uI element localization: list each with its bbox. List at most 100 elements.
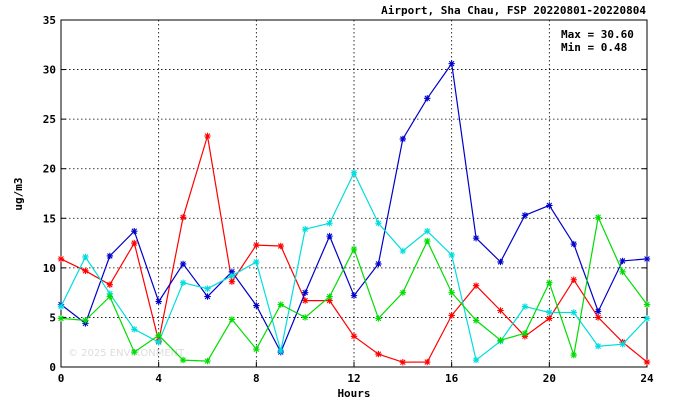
data-point: [472, 356, 480, 364]
data-point: [277, 242, 284, 250]
data-point: [253, 258, 260, 266]
data-point: [204, 132, 211, 140]
data-point: [472, 282, 480, 289]
data-point: [570, 309, 577, 316]
y-tick-label: 10: [43, 262, 56, 275]
y-tick-label: 35: [43, 14, 56, 27]
data-point: [179, 279, 187, 286]
data-point: [570, 240, 577, 248]
data-point: [301, 314, 309, 321]
data-point: [326, 293, 333, 300]
data-point: [131, 239, 138, 247]
data-point: [472, 317, 480, 324]
data-point: [619, 340, 626, 348]
data-point: [619, 257, 626, 265]
data-point: [570, 351, 577, 359]
data-point: [521, 330, 529, 337]
data-point: [179, 214, 187, 221]
data-point: [301, 297, 309, 304]
data-point: [546, 279, 553, 286]
data-point: [594, 214, 602, 221]
series-layer: [57, 60, 651, 366]
data-point: [301, 225, 309, 233]
data-point: [448, 251, 455, 259]
chart-title: Airport, Sha Chau, FSP 20220801-20220804: [381, 4, 646, 17]
data-point: [594, 314, 602, 321]
data-point: [131, 326, 138, 333]
data-point: [521, 303, 529, 310]
data-point: [375, 260, 382, 268]
data-point: [228, 268, 236, 276]
data-point: [497, 337, 504, 344]
y-tick-label: 20: [43, 163, 56, 176]
data-point: [155, 332, 162, 339]
tick-layer: 0 4 8 12 16 20 24 0 5 10 15 20 25 30 35: [43, 14, 654, 385]
data-point: [424, 358, 431, 366]
data-point: [643, 315, 651, 322]
x-tick-label: 12: [347, 372, 360, 385]
data-point: [301, 289, 309, 296]
data-point: [448, 289, 455, 296]
data-point: [82, 317, 89, 324]
data-point: [472, 234, 480, 242]
data-point: [375, 220, 382, 227]
data-point: [643, 358, 651, 366]
data-point: [619, 268, 626, 276]
data-point: [375, 315, 382, 322]
data-point: [350, 333, 358, 340]
data-point: [82, 253, 89, 261]
data-point: [253, 302, 260, 309]
data-point: [155, 298, 162, 305]
x-axis-label: Hours: [337, 387, 370, 400]
x-tick-label: 16: [445, 372, 459, 385]
data-point: [253, 345, 260, 353]
max-stat: Max = 30.60: [561, 28, 634, 41]
data-point: [228, 278, 236, 285]
data-point: [570, 276, 577, 283]
data-point: [448, 312, 455, 319]
data-point: [497, 258, 504, 266]
data-point: [131, 227, 138, 235]
data-point: [448, 60, 455, 67]
data-point: [82, 267, 89, 275]
data-point: [57, 255, 65, 263]
data-point: [57, 303, 65, 310]
grid-layer: [61, 20, 647, 367]
data-point: [179, 356, 187, 364]
data-point: [326, 297, 333, 304]
data-point: [424, 227, 431, 235]
data-point: [106, 293, 114, 300]
data-point: [204, 285, 211, 292]
data-point: [375, 350, 382, 358]
data-point: [643, 255, 651, 263]
data-point: [155, 339, 162, 346]
data-point: [204, 293, 211, 300]
x-tick-label: 0: [58, 372, 65, 385]
data-point: [277, 347, 284, 355]
data-point: [106, 281, 114, 288]
y-tick-label: 25: [43, 113, 56, 126]
min-stat: Min = 0.48: [561, 41, 627, 54]
data-point: [521, 212, 529, 219]
x-tick-label: 20: [543, 372, 556, 385]
data-point: [228, 316, 236, 323]
data-point: [106, 252, 114, 260]
y-axis-label: ug/m3: [12, 177, 25, 210]
data-point: [399, 135, 407, 143]
data-point: [594, 342, 602, 350]
data-point: [399, 289, 407, 296]
data-point: [546, 315, 553, 322]
data-point: [497, 307, 504, 314]
y-tick-label: 0: [49, 361, 56, 374]
data-point: [546, 309, 553, 316]
data-point: [424, 237, 431, 245]
data-point: [228, 272, 236, 279]
data-point: [326, 220, 333, 227]
y-tick-label: 15: [43, 212, 56, 225]
data-point: [179, 260, 187, 268]
data-point: [594, 308, 602, 315]
data-point: [424, 95, 431, 102]
data-point: [350, 245, 358, 253]
data-point: [277, 301, 284, 308]
